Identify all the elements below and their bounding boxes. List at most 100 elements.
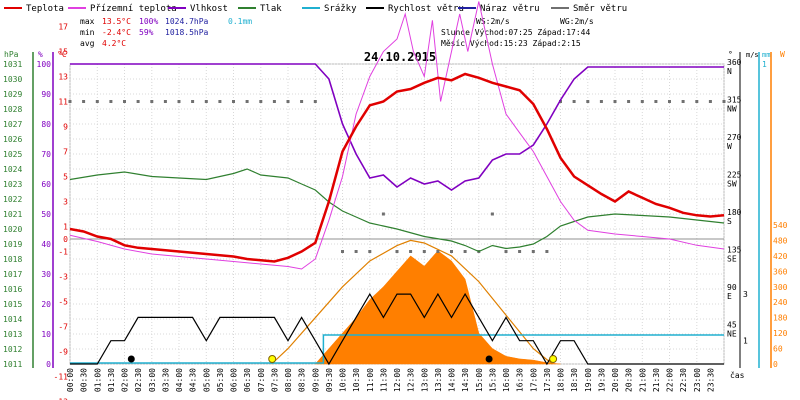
series-layer	[68, 1, 726, 366]
wind-direction-point	[722, 100, 726, 103]
time-tick: 01:30	[107, 368, 116, 392]
x-axis-label: čas	[730, 370, 745, 380]
wind-direction-point	[286, 100, 290, 103]
humidity-tick: 50	[41, 210, 51, 219]
temperature-tick: 0	[63, 235, 68, 244]
time-tick: 15:00	[475, 368, 484, 392]
sun-marker	[268, 355, 277, 363]
time-tick: 21:00	[638, 368, 647, 392]
time-tick: 12:00	[393, 368, 402, 392]
wind-direction-point	[68, 100, 72, 103]
wind-speed-info: WS:2m/s	[476, 17, 510, 26]
time-tick: 08:30	[298, 368, 307, 392]
temperature-tick: -13	[54, 398, 69, 400]
wind-direction-point	[504, 250, 508, 253]
stat-pressure: 1024.7hPa	[165, 17, 209, 26]
moon-marker	[127, 355, 135, 363]
time-tick: 00:30	[80, 368, 89, 392]
ground-temperature-line	[69, 1, 725, 270]
time-tick: 17:30	[543, 368, 552, 392]
direction-tick: 135	[727, 246, 742, 255]
stat-label: avg	[80, 39, 95, 48]
wind-direction-point	[463, 250, 467, 253]
pressure-tick: 1028	[3, 105, 22, 114]
time-tick: 13:00	[420, 368, 429, 392]
time-tick: 03:00	[148, 368, 157, 392]
moon-marker	[485, 355, 493, 363]
solar-unit: W	[780, 50, 785, 59]
pressure-tick: 1022	[3, 195, 22, 204]
pressure-tick: 1015	[3, 300, 22, 309]
humidity-tick: 0	[46, 360, 51, 369]
humidity-line	[70, 63, 724, 191]
time-tick: 15:30	[488, 368, 497, 392]
wind-direction-point	[586, 100, 590, 103]
wind-direction-point	[395, 250, 399, 253]
time-tick: 22:30	[679, 368, 688, 392]
pressure-tick: 1027	[3, 120, 22, 129]
humidity-tick: 20	[41, 300, 51, 309]
wind-direction-point	[150, 100, 154, 103]
wind-direction-point	[109, 100, 113, 103]
stat-temp: 4.2°C	[102, 39, 126, 48]
temperature-tick: 17	[58, 23, 68, 32]
legend-label: Náraz větru	[480, 4, 540, 14]
direction-name: W	[727, 142, 732, 151]
rain-line	[70, 334, 724, 364]
wind-direction-point	[490, 212, 494, 216]
humidity-tick: 40	[41, 240, 51, 249]
solar-tick: 120	[773, 329, 788, 338]
legend-label: Rychlost větru	[388, 4, 464, 14]
pressure-tick: 1031	[3, 60, 22, 69]
stat-temp: -2.4°C	[102, 28, 131, 37]
direction-name: S	[727, 217, 732, 226]
wind-direction-point	[313, 100, 317, 103]
humidity-tick: 100	[37, 60, 52, 69]
solar-tick: 360	[773, 267, 788, 276]
wind-direction-point	[204, 100, 208, 103]
humidity-tick: 60	[41, 180, 51, 189]
wind-speed-line	[70, 292, 724, 366]
temperature-tick: -11	[54, 373, 69, 382]
direction-tick: 180	[727, 208, 742, 217]
pressure-tick: 1018	[3, 255, 22, 264]
pressure-tick: 1011	[3, 360, 22, 369]
wind-direction-point	[272, 100, 276, 103]
time-tick: 09:30	[325, 368, 334, 392]
pressure-tick: 1019	[3, 240, 22, 249]
wind-tick: 3	[743, 290, 748, 299]
sun-moon-info: WS:2m/s WG:2m/s Slunce Východ:07:25 Západ:…	[441, 17, 594, 48]
temperature-tick: -7	[58, 323, 68, 332]
time-tick: 04:00	[175, 368, 184, 392]
wind-direction-point	[300, 100, 304, 103]
humidity-unit: %	[38, 50, 43, 59]
wind-direction-point	[368, 250, 372, 253]
wind-direction-point	[123, 100, 126, 103]
time-tick: 06:00	[230, 368, 239, 392]
wind-direction-point	[341, 250, 344, 253]
time-tick: 20:30	[625, 368, 634, 392]
time-tick: 00:00	[66, 368, 75, 392]
wind-direction-point	[531, 250, 535, 253]
direction-name: E	[727, 292, 732, 301]
solar-tick: 540	[773, 221, 788, 230]
pressure-tick: 1016	[3, 285, 22, 294]
wind-direction-point	[95, 100, 99, 103]
time-tick: 09:00	[311, 368, 320, 392]
time-tick: 02:00	[121, 368, 130, 392]
wind-direction-point	[518, 250, 522, 253]
pressure-tick: 1014	[3, 315, 22, 324]
wind-direction-point	[545, 250, 549, 253]
right-axes: ° m/s mm W360N315NW270W225SW180S135SE90E45N…	[727, 50, 788, 369]
pressure-tick: 1021	[3, 210, 22, 219]
wind-direction-point	[177, 100, 181, 103]
temperature-tick: 11	[58, 98, 68, 107]
temperature-tick: -5	[58, 298, 68, 307]
temperature-tick: 7	[63, 148, 68, 157]
wind-direction-point	[259, 100, 263, 103]
direction-name: SE	[727, 255, 737, 264]
time-tick: 16:00	[502, 368, 511, 392]
wind-direction-point	[436, 250, 440, 253]
solar-theory-line	[271, 239, 553, 365]
